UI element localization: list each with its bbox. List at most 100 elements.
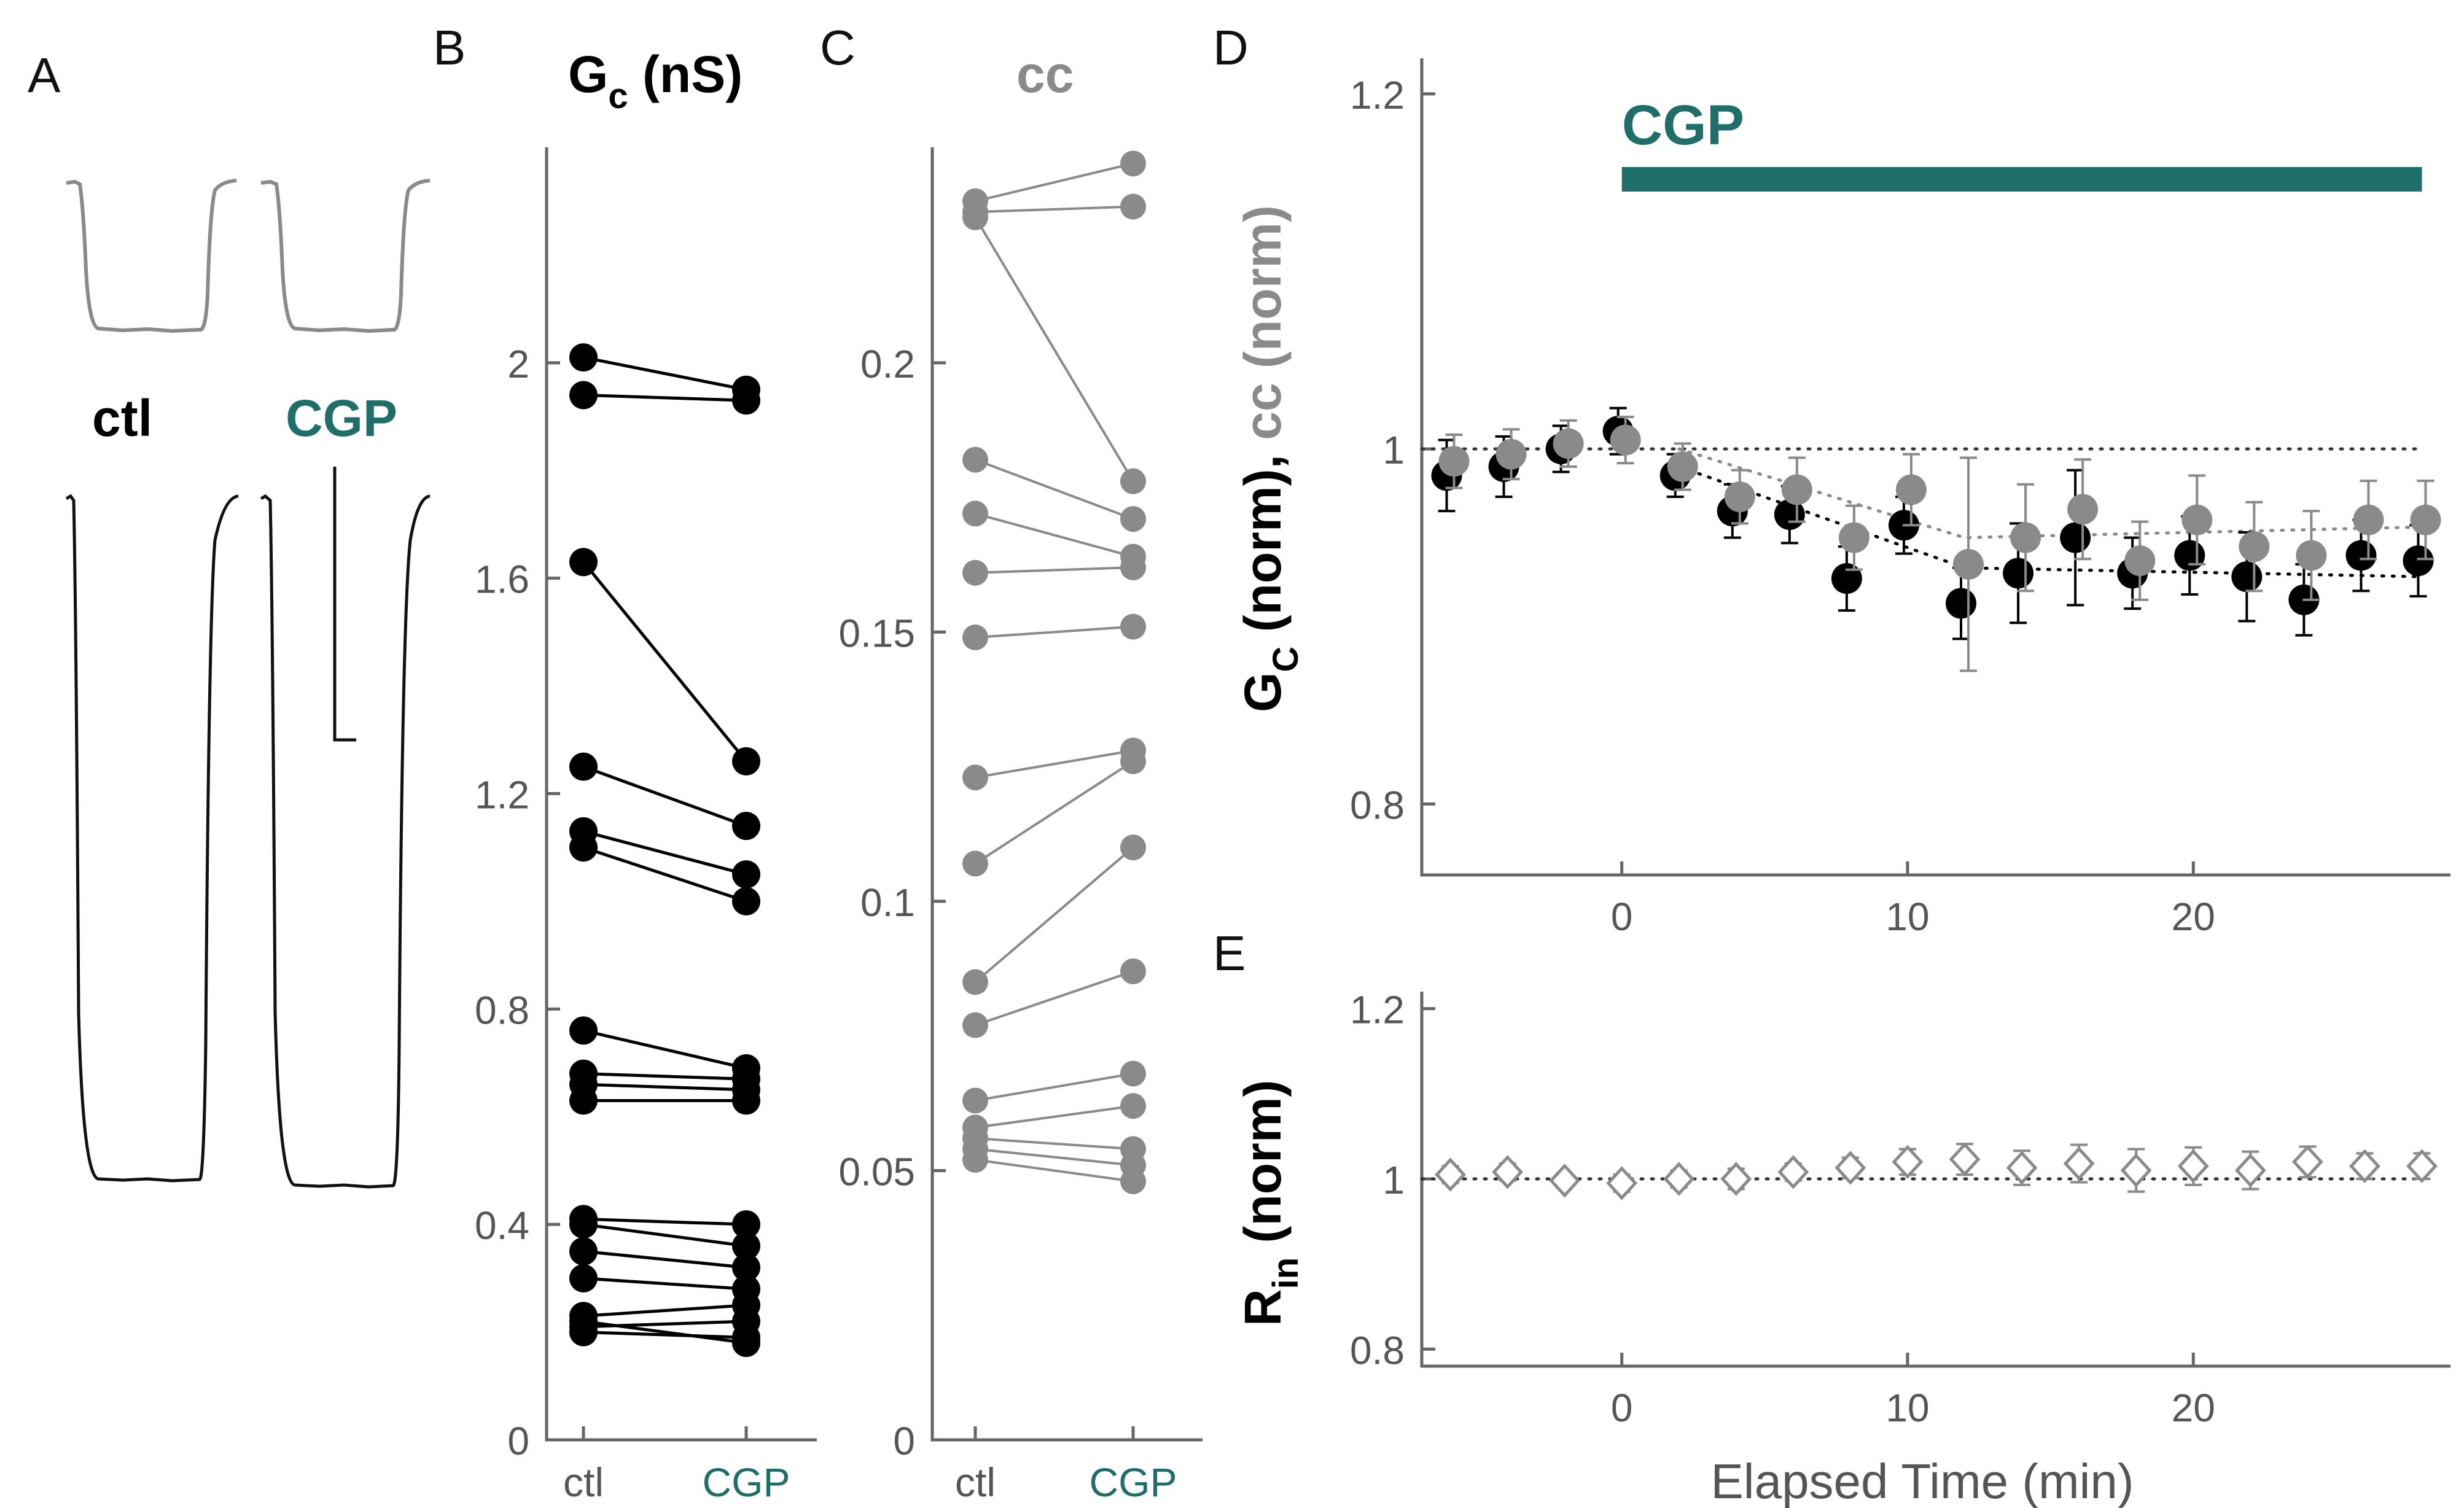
panel-label-e: E (1213, 926, 1246, 981)
panel-a: A ctl CGP (28, 48, 431, 1189)
panel-c: C 0 0.05 0.1 0.15 0.2 ctl CGP cc (820, 20, 1203, 1505)
trace-cgp-cc (260, 179, 431, 333)
C-point-ctl (962, 764, 988, 791)
C-point-ctl (962, 1146, 988, 1173)
C-point-cgp (1120, 506, 1146, 532)
C-point-cgp (1120, 748, 1146, 774)
cc-point (1438, 446, 1470, 477)
B-pair-line (583, 1072, 747, 1081)
cc-point (2124, 545, 2156, 577)
B-point-ctl (569, 1307, 598, 1336)
C-ytick-label: 0.05 (838, 1149, 915, 1194)
C-point-ctl (962, 1087, 988, 1114)
B-pair-line (583, 845, 747, 903)
E-ylabel-sub: in (1266, 1257, 1306, 1289)
trace-cgp-gc (260, 494, 431, 1189)
drug-bar-label: CGP (1622, 94, 1744, 157)
C-pair-line (975, 1148, 1134, 1167)
Rin-point (2406, 1149, 2438, 1183)
E-xtick-label: 10 (1885, 1386, 1929, 1430)
Rin-point (1492, 1155, 1523, 1189)
B-point-ctl (569, 1210, 598, 1239)
D-xtick-label: 0 (1611, 895, 1633, 939)
B-pair-line (583, 830, 747, 876)
D-xtick-label: 10 (1885, 895, 1929, 939)
Rin-point (2177, 1149, 2209, 1183)
B-point-cgp (732, 860, 760, 889)
cc-point (1838, 522, 1869, 553)
C-point-cgp (1120, 150, 1146, 177)
B-point-cgp (732, 812, 760, 841)
B-point-ctl (569, 548, 598, 577)
B-title: Gc (nS) (568, 45, 743, 116)
C-point-ctl (962, 204, 988, 231)
B-pair-line (583, 1304, 747, 1318)
Gc-point (2231, 561, 2263, 593)
C-pair-line (975, 1072, 1134, 1102)
Rin-point (1892, 1145, 1924, 1179)
cc-point (1781, 474, 1812, 505)
D-xtick-label: 20 (2172, 895, 2215, 939)
Rin-point (1949, 1142, 1981, 1176)
trace-ctl-gc (65, 494, 239, 1183)
C-pair-line (975, 1137, 1134, 1151)
C-pair-line (975, 512, 1134, 558)
D-ytick-label: 1 (1382, 428, 1405, 472)
drug-bar (1621, 167, 2422, 192)
B-pair-line (583, 1331, 747, 1339)
C-point-ctl (962, 559, 988, 586)
D-ytick-label: 0.8 (1350, 783, 1405, 827)
cc-point (2181, 504, 2213, 535)
Gc-point (2174, 540, 2205, 571)
D-ylabel-rest: (norm), (1234, 440, 1292, 647)
Gc-point (1946, 588, 1977, 619)
C-ytick-label: 0.2 (860, 342, 915, 386)
E-xtick-label: 20 (2172, 1386, 2215, 1430)
E-ytick-label: 1 (1382, 1158, 1405, 1202)
B-pair-line (583, 1028, 747, 1070)
B-pair-line (583, 1217, 747, 1226)
E-ylabel-main: R (1234, 1289, 1292, 1326)
B-point-ctl (569, 343, 598, 372)
D-ylabel-sub: C (1266, 647, 1306, 672)
Rin-point (2063, 1146, 2095, 1181)
B-point-cgp (732, 747, 760, 775)
Gc-point (2345, 540, 2377, 571)
cc-point (1610, 424, 1641, 456)
panel-e: E 0.8 1 1.2 0 10 20 Rin (norm) Elapsed Time (mi… (1213, 926, 2450, 1508)
Rin-point (1777, 1155, 1809, 1189)
C-xtick-label: ctl (955, 1459, 996, 1505)
C-pair-line (975, 205, 1134, 214)
B-ytick-label: 0 (507, 1419, 529, 1463)
C-point-ctl (962, 624, 988, 651)
Rin-point (2006, 1151, 2038, 1185)
B-xtick-label: CGP (702, 1459, 790, 1505)
B-point-ctl (569, 1237, 598, 1266)
Rin-point (1549, 1164, 1581, 1198)
B-point-cgp (732, 386, 760, 415)
B-point-cgp (732, 887, 760, 915)
panel-label-c: C (820, 20, 856, 75)
D-axis (1420, 58, 2450, 877)
C-pair-line (975, 458, 1134, 521)
B-pair-line (583, 1320, 747, 1345)
cc-point (1667, 451, 1698, 482)
B-title-main: G (568, 45, 608, 103)
scale-bar (333, 467, 356, 742)
B-title-suffix: (nS) (628, 45, 743, 103)
C-point-cgp (1120, 193, 1146, 220)
panel-label-a: A (28, 48, 61, 103)
cc-point (2410, 504, 2441, 535)
label-cgp: CGP (286, 389, 397, 447)
B-point-ctl (569, 1086, 598, 1115)
E-xtick-label: 0 (1611, 1386, 1633, 1430)
fit-line-cc-fit (1677, 447, 2423, 540)
cc-point (2239, 531, 2270, 562)
C-pair-line (975, 625, 1134, 639)
B-pair-line (583, 356, 747, 392)
Gc-point (2403, 545, 2434, 577)
B-pair-line (583, 393, 747, 402)
B-ytick-label: 1.6 (475, 558, 529, 602)
cc-point (1495, 438, 1527, 470)
B-point-ctl (569, 752, 598, 781)
